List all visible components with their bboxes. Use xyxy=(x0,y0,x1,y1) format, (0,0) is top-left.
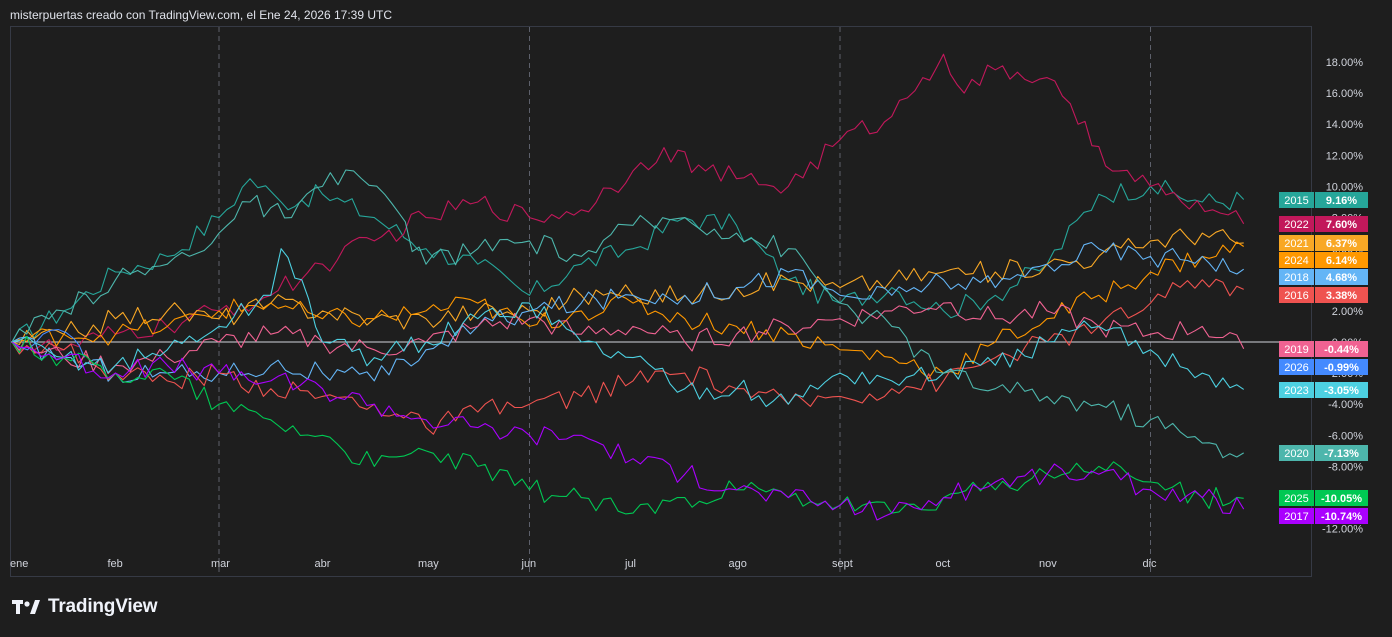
series-line-2026[interactable] xyxy=(11,329,85,358)
series-year-label: 2024 xyxy=(1284,255,1308,267)
series-line-2024[interactable] xyxy=(11,241,1245,379)
series-year-label: 2017 xyxy=(1284,511,1308,523)
x-axis-label: ene xyxy=(10,558,28,570)
series-year-badge xyxy=(1279,192,1314,208)
series-line-2020[interactable] xyxy=(11,169,1244,459)
series-value-badge xyxy=(1315,490,1368,506)
x-axis-label: mar xyxy=(211,558,230,570)
x-axis-label: nov xyxy=(1039,558,1057,570)
series-value-label: -10.74% xyxy=(1321,511,1362,523)
series-year-label: 2018 xyxy=(1284,272,1308,284)
series-value-label: 4.68% xyxy=(1326,272,1357,284)
series-value-badge xyxy=(1315,192,1368,208)
series-year-label: 2021 xyxy=(1284,238,1308,250)
series-value-label: 3.38% xyxy=(1326,290,1357,302)
series-year-label: 2023 xyxy=(1284,385,1308,397)
brand-name: TradingView xyxy=(48,596,158,617)
x-axis-label: abr xyxy=(315,558,331,570)
series-line-2025[interactable] xyxy=(11,335,1244,515)
series-value-badge xyxy=(1315,269,1368,285)
series-year-badge xyxy=(1279,490,1314,506)
series-year-label: 2026 xyxy=(1284,362,1308,374)
series-line-2017[interactable] xyxy=(11,341,1245,521)
series-year-badge xyxy=(1279,216,1314,232)
series-year-badge xyxy=(1279,341,1314,357)
series-value-badge xyxy=(1315,235,1368,251)
series-year-badge xyxy=(1279,269,1314,285)
series-year-badge xyxy=(1279,359,1314,375)
x-axis-label: jun xyxy=(521,558,537,570)
series-year-label: 2025 xyxy=(1284,493,1308,505)
y-axis-tick-label: 2.00% xyxy=(1332,306,1363,318)
x-axis-label: ago xyxy=(729,558,747,570)
y-axis-tick-label: 16.00% xyxy=(1326,88,1364,100)
y-axis-tick-label: -4.00% xyxy=(1328,399,1363,411)
series-year-badge xyxy=(1279,382,1314,398)
series-line-2022[interactable] xyxy=(11,53,1245,353)
x-axis-label: oct xyxy=(936,558,951,570)
series-value-label: -3.05% xyxy=(1324,385,1359,397)
series-value-label: 6.37% xyxy=(1326,238,1357,250)
y-axis-tick-label: 12.00% xyxy=(1326,150,1364,162)
tradingview-logo-icon xyxy=(12,600,40,614)
x-axis-label: dic xyxy=(1143,558,1158,570)
series-value-label: -10.05% xyxy=(1321,493,1362,505)
series-value-badge xyxy=(1315,252,1368,268)
x-axis-label: may xyxy=(418,558,439,570)
chart-header: misterpuertas creado con TradingView.com… xyxy=(10,8,392,22)
series-year-badge xyxy=(1279,252,1314,268)
x-axis-label: sept xyxy=(832,558,853,570)
series-line-2015[interactable] xyxy=(11,178,1245,343)
y-axis-tick-label: -6.00% xyxy=(1328,430,1363,442)
series-year-badge xyxy=(1279,508,1314,524)
series-year-badge xyxy=(1279,445,1314,461)
y-axis-tick-label: 18.00% xyxy=(1326,57,1364,69)
series-value-label: -0.99% xyxy=(1324,362,1359,374)
series-year-label: 2020 xyxy=(1284,448,1308,460)
x-axis-label: feb xyxy=(108,558,123,570)
series-value-label: -0.44% xyxy=(1324,344,1359,356)
series-line-2016[interactable] xyxy=(11,278,1244,435)
series-value-label: 6.14% xyxy=(1326,255,1357,267)
series-value-badge xyxy=(1315,508,1368,524)
series-value-badge xyxy=(1315,287,1368,303)
series-line-2019[interactable] xyxy=(11,300,1245,375)
series-line-2018[interactable] xyxy=(11,241,1245,383)
series-value-badge xyxy=(1315,445,1368,461)
series-value-badge xyxy=(1315,216,1368,232)
series-year-badge xyxy=(1279,235,1314,251)
y-axis-tick-label: 14.00% xyxy=(1326,119,1364,131)
series-year-badge xyxy=(1279,287,1314,303)
series-value-label: 7.60% xyxy=(1326,219,1357,231)
series-year-label: 2016 xyxy=(1284,290,1308,302)
series-value-badge xyxy=(1315,341,1368,357)
y-axis-tick-label: -12.00% xyxy=(1322,524,1363,536)
series-year-label: 2015 xyxy=(1284,195,1308,207)
series-line-2023[interactable] xyxy=(11,248,1245,408)
series-value-badge xyxy=(1315,359,1368,375)
y-axis-tick-label: 10.00% xyxy=(1326,181,1364,193)
series-year-label: 2022 xyxy=(1284,219,1308,231)
series-line-2021[interactable] xyxy=(11,228,1244,346)
brand-logo[interactable]: TradingView xyxy=(12,594,158,620)
series-value-badge xyxy=(1315,382,1368,398)
series-value-label: -7.13% xyxy=(1324,448,1359,460)
y-axis-tick-label: -8.00% xyxy=(1328,461,1363,473)
series-value-label: 9.16% xyxy=(1326,195,1357,207)
series-year-label: 2019 xyxy=(1284,344,1308,356)
x-axis-label: jul xyxy=(624,558,636,570)
